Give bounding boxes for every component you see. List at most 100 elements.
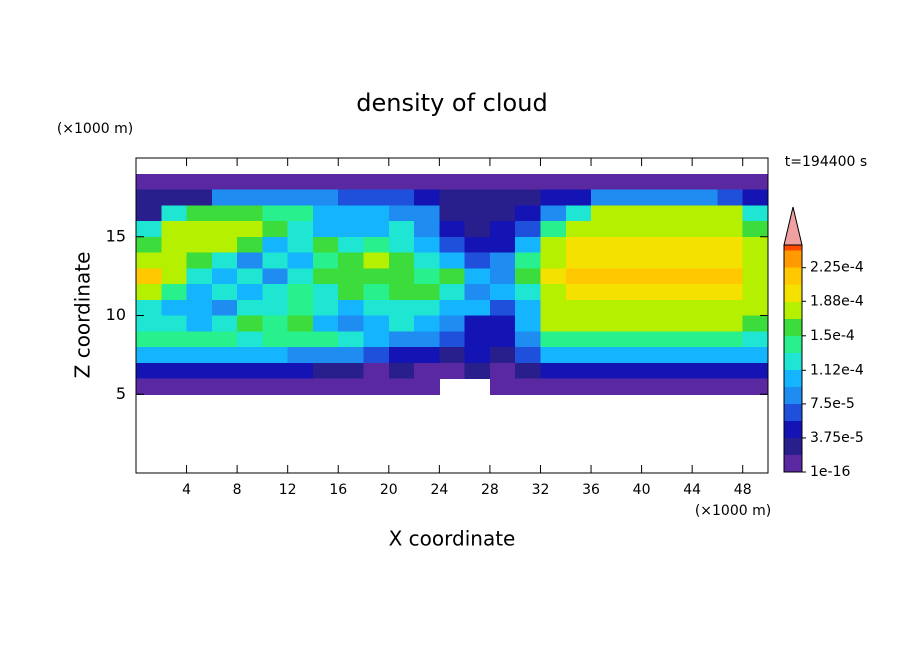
x-tick-label: 40: [633, 482, 651, 498]
contour-cell: [742, 221, 768, 238]
x-tick-label: 32: [532, 482, 550, 498]
contour-cell: [464, 362, 491, 379]
contour-cell: [692, 362, 718, 379]
contour-cell: [262, 189, 289, 206]
contour-cell: [388, 299, 415, 316]
y-tick-label: 10: [106, 305, 126, 324]
contour-cell: [464, 347, 491, 364]
contour-cell: [287, 236, 314, 253]
contour-cell: [262, 221, 289, 238]
contour-cell: [742, 236, 768, 253]
contour-cell: [641, 205, 668, 222]
contour-cell: [262, 236, 289, 253]
contour-cell: [515, 268, 541, 285]
colorbar-band: [784, 245, 802, 251]
contour-cell: [666, 331, 693, 348]
colorbar-band: [784, 403, 802, 421]
contour-cell: [388, 236, 415, 253]
contour-cell: [312, 315, 339, 332]
contour-cell: [717, 299, 744, 316]
contour-cell: [439, 189, 466, 206]
contour-cell: [515, 331, 541, 348]
contour-cell: [591, 252, 617, 269]
contour-cell: [616, 347, 643, 364]
contour-cell: [641, 315, 668, 332]
contour-cell: [439, 173, 466, 190]
contour-cell: [136, 173, 162, 190]
colorbar-band: [784, 318, 802, 336]
contour-cell: [136, 268, 162, 285]
contour-cell: [363, 378, 390, 395]
contour-cell: [338, 221, 365, 238]
contour-cell: [515, 315, 541, 332]
contour-cell: [363, 268, 390, 285]
contour-cell: [489, 284, 516, 301]
contour-cell: [439, 205, 466, 222]
contour-cell: [186, 236, 213, 253]
contour-cell: [489, 299, 516, 316]
contour-cell: [414, 252, 440, 269]
contour-cell: [692, 173, 718, 190]
contour-cell: [237, 315, 263, 332]
contour-cell: [439, 268, 466, 285]
contour-cell: [515, 221, 541, 238]
contour-cell: [742, 268, 768, 285]
contour-cell: [591, 221, 617, 238]
contour-cell: [161, 252, 188, 269]
contour-cell: [414, 221, 440, 238]
contour-cell: [211, 284, 238, 301]
time-annotation: t=194400 s: [785, 154, 867, 170]
x-tick-label: 8: [233, 482, 242, 498]
contour-cell: [515, 205, 541, 222]
contour-cell: [717, 221, 744, 238]
contour-cell: [489, 268, 516, 285]
contour-cell: [211, 221, 238, 238]
contour-cell: [742, 299, 768, 316]
contour-cell: [591, 268, 617, 285]
contour-cell: [338, 268, 365, 285]
contour-cell: [287, 315, 314, 332]
contour-cell: [515, 252, 541, 269]
contour-cell: [388, 173, 415, 190]
contour-cell: [136, 347, 162, 364]
contour-cell: [515, 347, 541, 364]
contour-cell: [515, 173, 541, 190]
contour-cell: [312, 284, 339, 301]
contour-cell: [464, 236, 491, 253]
contour-cell: [237, 173, 263, 190]
contour-cell: [136, 221, 162, 238]
contour-cell: [211, 268, 238, 285]
contour-cell: [489, 331, 516, 348]
contour-cell: [742, 205, 768, 222]
contour-cell: [312, 236, 339, 253]
contour-cell: [262, 252, 289, 269]
contour-cell: [717, 173, 744, 190]
contour-cell: [489, 189, 516, 206]
contour-cell: [287, 284, 314, 301]
contour-cell: [717, 189, 744, 206]
contour-cell: [161, 221, 188, 238]
contour-cell: [414, 299, 440, 316]
contour-cell: [262, 268, 289, 285]
contour-cell: [439, 299, 466, 316]
contour-cell: [439, 347, 466, 364]
contour-cell: [464, 189, 491, 206]
contour-cell: [237, 236, 263, 253]
contour-cell: [388, 221, 415, 238]
x-tick-label: 28: [481, 482, 499, 498]
contour-cell: [742, 331, 768, 348]
contour-cell: [312, 362, 339, 379]
contour-cell: [742, 362, 768, 379]
contour-cell: [211, 236, 238, 253]
contour-cell: [161, 268, 188, 285]
contour-cell: [287, 362, 314, 379]
contour-cell: [717, 331, 744, 348]
contour-cell: [540, 236, 567, 253]
contour-cell: [161, 299, 188, 316]
contour-cell: [136, 378, 162, 395]
contour-cell: [591, 362, 617, 379]
contour-cell: [211, 205, 238, 222]
contour-cell: [692, 221, 718, 238]
contour-field: [136, 173, 768, 395]
contour-cell: [742, 252, 768, 269]
